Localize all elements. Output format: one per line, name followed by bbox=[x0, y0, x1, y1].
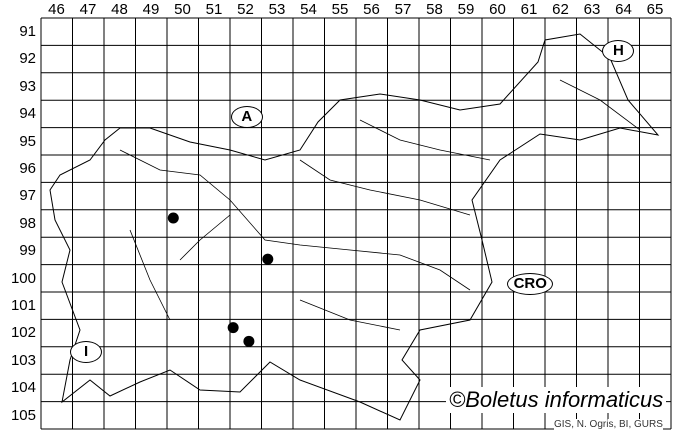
column-label: 62 bbox=[552, 1, 569, 18]
credit-text: GIS, N. Ogris, BI, GURS bbox=[554, 419, 663, 430]
row-label: 99 bbox=[19, 242, 36, 260]
column-label: 53 bbox=[268, 1, 286, 18]
country-label: H bbox=[602, 39, 635, 62]
row-label: 91 bbox=[19, 23, 36, 40]
record-marker bbox=[227, 322, 239, 334]
column-label: 51 bbox=[205, 1, 223, 18]
country-label: CRO bbox=[507, 272, 554, 295]
record-marker bbox=[243, 335, 255, 347]
row-label: 102 bbox=[10, 324, 36, 342]
copyright-text: ©Boletus informaticus bbox=[446, 387, 667, 413]
column-label: 63 bbox=[583, 1, 601, 18]
country-border bbox=[49, 33, 660, 421]
column-label: 64 bbox=[615, 1, 632, 18]
row-label: 98 bbox=[19, 214, 36, 232]
column-label: 58 bbox=[426, 1, 443, 18]
row-label: 93 bbox=[19, 77, 36, 95]
column-label: 49 bbox=[142, 1, 160, 18]
record-marker bbox=[262, 253, 274, 265]
column-label: 59 bbox=[457, 1, 475, 18]
row-label: 103 bbox=[10, 351, 36, 369]
column-label: 56 bbox=[363, 1, 380, 18]
column-label: 48 bbox=[111, 1, 128, 18]
row-label: 101 bbox=[10, 297, 36, 314]
row-label: 96 bbox=[19, 160, 36, 177]
row-label: 92 bbox=[19, 50, 36, 68]
record-marker bbox=[167, 212, 179, 224]
column-label: 47 bbox=[79, 1, 97, 18]
country-label: I bbox=[70, 341, 103, 364]
column-label: 54 bbox=[300, 1, 317, 18]
row-label: 105 bbox=[10, 406, 36, 424]
column-label: 65 bbox=[646, 1, 664, 18]
row-label: 100 bbox=[10, 269, 36, 287]
column-label: 57 bbox=[394, 1, 412, 18]
column-label: 60 bbox=[489, 1, 506, 18]
column-label: 46 bbox=[48, 1, 65, 18]
row-label: 95 bbox=[19, 132, 36, 150]
rivers bbox=[119, 79, 641, 331]
column-label: 55 bbox=[331, 1, 349, 18]
row-label: 104 bbox=[10, 379, 36, 397]
column-label: 61 bbox=[520, 1, 538, 18]
grid-lines bbox=[40, 17, 672, 430]
column-label: 52 bbox=[237, 1, 254, 18]
row-label: 94 bbox=[19, 105, 36, 123]
record-markers bbox=[167, 212, 274, 347]
column-label: 50 bbox=[174, 1, 191, 18]
country-label: A bbox=[230, 105, 263, 128]
row-label: 97 bbox=[19, 187, 36, 205]
